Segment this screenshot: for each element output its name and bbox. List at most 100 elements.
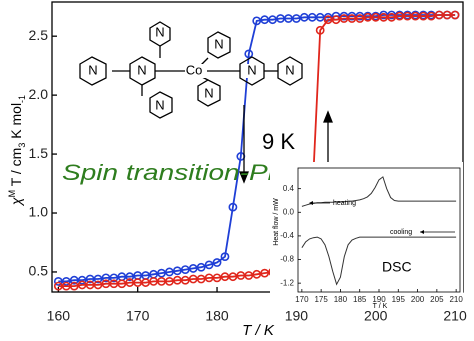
data-point: [252, 269, 262, 279]
y-label-part: 3: [17, 143, 27, 148]
data-point: [109, 273, 119, 283]
data-point: [244, 49, 254, 59]
y-tick-label: 2.5: [29, 27, 49, 43]
data-point: [426, 11, 436, 21]
atom-label: N: [88, 62, 97, 77]
y-label-part: T / cm: [8, 148, 24, 190]
arrows: [239, 105, 333, 192]
plot-frame: [51, 1, 464, 293]
data-point: [260, 268, 270, 278]
x-tick-label: 195: [392, 295, 406, 304]
y-label-part: -1: [17, 95, 27, 103]
data-point: [196, 274, 206, 284]
atom-background: [154, 26, 166, 40]
data-point: [77, 275, 87, 285]
data-point: [228, 202, 238, 212]
y-tick-label: -1.2: [280, 278, 294, 287]
inset-x-label: T / K: [373, 303, 388, 310]
data-point: [165, 276, 174, 286]
atom-label: Co: [186, 62, 203, 77]
data-point: [228, 272, 238, 282]
y-tick-label: -0.4: [280, 231, 294, 240]
data-point: [252, 16, 262, 26]
y-tick-label: 0.0: [283, 207, 295, 216]
data-point: [172, 266, 182, 276]
data-point: [315, 25, 325, 35]
series-line: [301, 176, 457, 207]
y-tick-label: -0.8: [280, 255, 294, 264]
inset-y-label: Heat flow / mW: [273, 198, 280, 246]
atom-background: [246, 64, 258, 78]
data-point: [93, 280, 103, 290]
data-point: [61, 276, 71, 286]
data-point: [165, 267, 174, 277]
atom-label: N: [155, 24, 164, 39]
atom-background: [136, 64, 148, 78]
inset-panel: [270, 162, 463, 308]
atom-label: N: [285, 62, 294, 77]
data-point: [220, 252, 230, 262]
data-point: [355, 14, 365, 23]
atom-label: N: [247, 62, 256, 77]
legend-label: heating: [333, 200, 356, 207]
inset-title: DSC: [382, 259, 412, 275]
x-tick-label: 180: [334, 295, 348, 304]
x-axis-label: T / K: [242, 322, 275, 339]
x-tick-label: 160: [47, 308, 71, 324]
data-point: [244, 271, 254, 280]
x-tick-label: 170: [126, 308, 150, 324]
x-tick-label: 200: [364, 308, 388, 324]
x-tick-label: 185: [353, 295, 367, 304]
x-tick-label: 175: [314, 295, 328, 304]
atom-background: [154, 99, 166, 113]
series-line: [301, 236, 457, 286]
atom-background: [188, 64, 207, 78]
y-tick-label: 1.0: [29, 204, 49, 220]
data-point: [188, 264, 198, 273]
atom-background: [87, 64, 99, 78]
atom-background: [213, 38, 225, 52]
x-tick-label: 210: [449, 295, 463, 304]
atom-label: N: [214, 36, 223, 51]
data-point: [212, 273, 222, 283]
y-tick-label: 0.5: [29, 263, 49, 279]
series-line: [58, 14, 456, 287]
x-tick-label: 190: [372, 295, 386, 304]
y-label-part: M: [7, 190, 17, 198]
data-point: [268, 15, 277, 25]
atom-label: N: [204, 85, 213, 100]
legend-arrow-head: [420, 230, 424, 234]
x-tick-label: 200: [411, 295, 425, 304]
data-point: [212, 258, 222, 267]
molecule-structure: [79, 21, 303, 119]
data-point: [291, 14, 301, 23]
y-label-part: χ: [8, 197, 24, 207]
data-point: [387, 12, 396, 22]
atom-label: N: [137, 62, 146, 77]
x-tick-label: 180: [205, 308, 229, 324]
x-tick-label: 205: [430, 295, 444, 304]
inset-chart: 170 175 180 185 190 195 200 205 210 0.4 0.0 -0.4 -0.…: [270, 162, 463, 310]
data-point: [125, 272, 135, 282]
data-point: [450, 10, 460, 20]
data-point: [331, 15, 341, 25]
data-point: [180, 275, 190, 285]
atom-background: [284, 64, 296, 78]
data-point: [141, 278, 151, 287]
data-point: [93, 274, 103, 284]
y-label-part: K mol: [8, 103, 24, 143]
x-tick-label: 190: [285, 308, 309, 324]
y-tick-label: 2.0: [29, 86, 49, 102]
data-point: [204, 260, 214, 270]
y-tick-label: 1.5: [29, 145, 49, 161]
y-tick-label: 0.4: [283, 184, 295, 193]
x-tick-label: 210: [443, 308, 467, 324]
legend-arrow-head: [309, 201, 313, 205]
data-point: [157, 268, 166, 278]
atom-background: [203, 87, 215, 101]
annotation: 9 K: [262, 129, 295, 154]
data-point: [117, 279, 127, 289]
y-axis-label: χM T / cm3 K mol-1: [7, 95, 27, 207]
data-point: [196, 262, 206, 272]
